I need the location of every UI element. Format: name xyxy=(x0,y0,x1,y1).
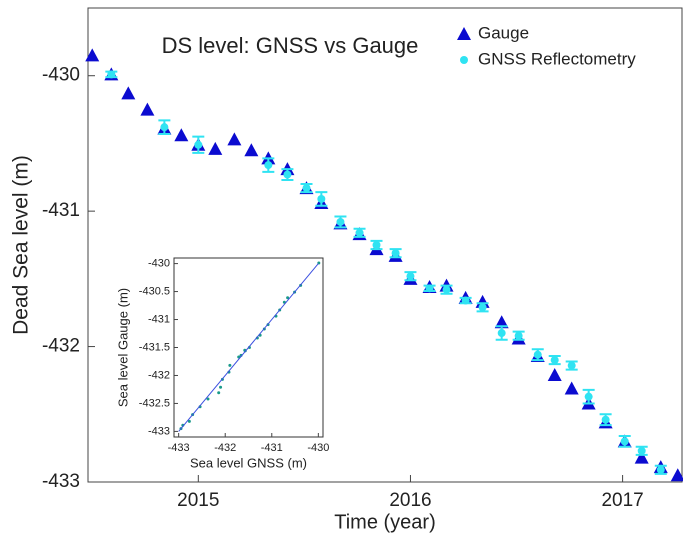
x-tick-label: -431 xyxy=(261,442,283,454)
y-tick-label: -432 xyxy=(42,336,80,357)
point xyxy=(656,465,665,474)
point xyxy=(620,437,629,446)
point xyxy=(406,272,415,281)
point xyxy=(160,123,169,132)
point xyxy=(355,228,364,237)
gauge-marker xyxy=(121,86,136,100)
point xyxy=(264,161,273,170)
y-tick-label: -430 xyxy=(148,258,170,270)
gauge-marker xyxy=(140,102,155,116)
point xyxy=(533,350,542,359)
fit-line xyxy=(178,263,319,432)
legend-marker xyxy=(457,27,471,40)
point xyxy=(461,296,470,305)
point xyxy=(217,391,221,395)
x-tick-label: -432 xyxy=(214,442,236,454)
legend-marker xyxy=(460,56,468,64)
x-tick-label: 2016 xyxy=(389,490,431,511)
point xyxy=(187,419,191,423)
point xyxy=(497,329,506,338)
gauge-marker xyxy=(670,468,683,482)
x-tick-label: -433 xyxy=(168,442,190,454)
point xyxy=(206,397,210,401)
y-tick-label: -432 xyxy=(148,369,170,381)
y-tick-label: -433 xyxy=(148,425,170,437)
gauge-marker xyxy=(475,294,490,308)
gauge-marker xyxy=(564,381,579,395)
legend-box xyxy=(440,16,680,76)
point xyxy=(478,303,487,312)
gauge-marker xyxy=(547,368,562,382)
point xyxy=(194,140,203,149)
legend-label: Gauge xyxy=(478,23,529,42)
x-tick-label: 2015 xyxy=(177,490,219,511)
point xyxy=(442,285,451,294)
y-tick-label: -431.5 xyxy=(139,341,170,353)
x-tick-label: 2017 xyxy=(601,490,643,511)
point xyxy=(219,385,223,389)
x-axis-label: Sea level GNSS (m) xyxy=(190,455,307,470)
point xyxy=(637,446,646,455)
point xyxy=(391,249,400,258)
point xyxy=(228,363,232,367)
point xyxy=(584,392,593,401)
point xyxy=(514,331,523,340)
point xyxy=(336,217,345,226)
y-tick-label: -431 xyxy=(42,200,80,221)
point xyxy=(425,284,434,293)
y-axis-label: Sea level Gauge (m) xyxy=(115,288,130,407)
point xyxy=(317,194,326,203)
point xyxy=(601,415,610,424)
point xyxy=(286,296,290,300)
gauge-marker xyxy=(174,128,189,142)
chart-title: DS level: GNSS vs Gauge xyxy=(162,33,419,58)
y-tick-label: -433 xyxy=(42,471,80,492)
x-axis-label: Time (year) xyxy=(334,511,435,533)
gauge-marker xyxy=(244,143,259,157)
y-tick-label: -430 xyxy=(42,65,80,86)
legend-label: GNSS Reflectometry xyxy=(478,49,636,68)
y-tick-label: -432.5 xyxy=(139,397,170,409)
point xyxy=(550,356,559,365)
point xyxy=(567,361,576,370)
y-tick-label: -431 xyxy=(148,313,170,325)
point xyxy=(372,241,381,249)
gauge-marker xyxy=(634,450,649,464)
point xyxy=(302,184,311,193)
gauge-marker xyxy=(85,48,100,62)
gauge-marker xyxy=(208,141,223,155)
point xyxy=(107,70,116,79)
x-tick-label: -430 xyxy=(307,442,329,454)
point xyxy=(283,170,292,179)
y-axis-label: Dead Sea level (m) xyxy=(10,155,33,335)
gauge-marker xyxy=(494,315,509,329)
gauge-marker xyxy=(227,132,242,146)
y-tick-label: -430.5 xyxy=(139,285,170,297)
